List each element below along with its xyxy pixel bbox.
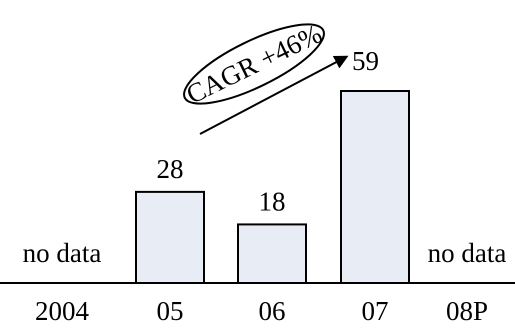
- x-tick-label: 06: [259, 296, 286, 326]
- x-tick-label: 07: [362, 296, 389, 326]
- cagr-arrow: [199, 55, 349, 135]
- no-data-label: no data: [23, 238, 102, 268]
- x-tick-labels-group: 2004 05 06 07 08P: [35, 296, 488, 326]
- cagr-annotation: CAGR +46%: [182, 18, 349, 135]
- bar: [135, 190, 205, 285]
- data-labels-group: 28 18 59: [157, 46, 380, 216]
- cagr-label: CAGR +46%: [182, 18, 327, 109]
- x-tick-label: 08P: [446, 296, 488, 326]
- x-tick-label: 05: [157, 296, 184, 326]
- x-tick-label: 2004: [35, 296, 90, 326]
- data-label: 18: [259, 186, 286, 216]
- bar: [340, 90, 410, 284]
- data-label: 59: [352, 46, 379, 76]
- bars-group: [135, 90, 410, 285]
- data-label: 28: [157, 154, 184, 184]
- no-data-label: no data: [428, 238, 507, 268]
- cagr-ellipse: [183, 23, 325, 105]
- missing-labels-group: no data no data: [23, 238, 507, 268]
- bar: [237, 223, 307, 284]
